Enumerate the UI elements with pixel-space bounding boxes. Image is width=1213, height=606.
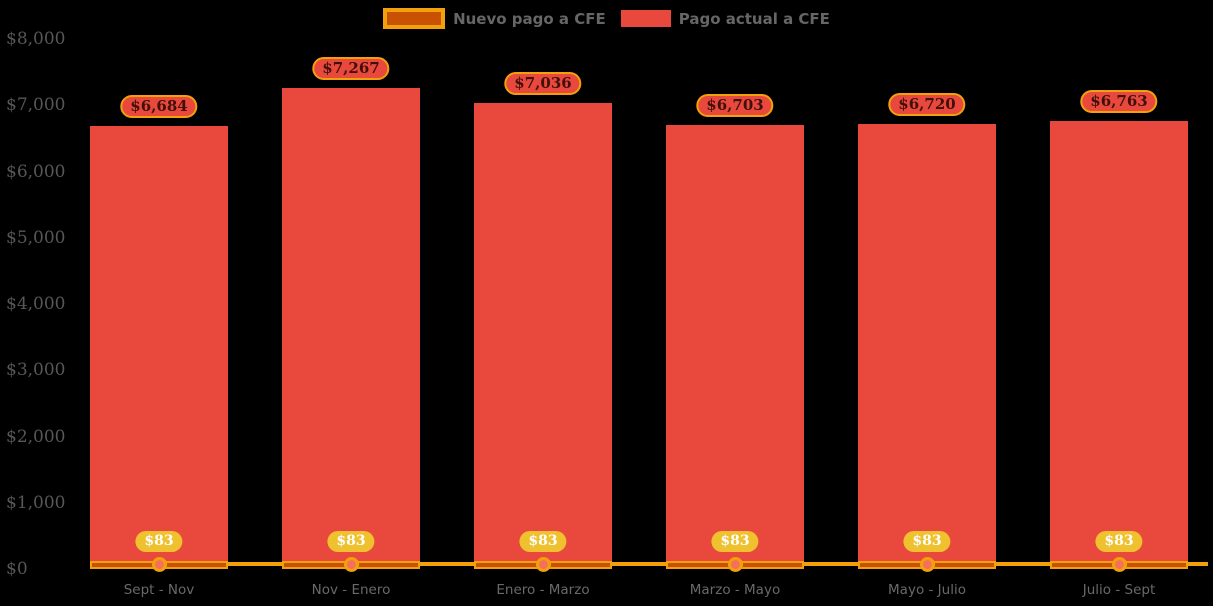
y-axis-tick-label: $3,000 [6, 360, 66, 381]
bar-pago-actual[interactable] [666, 124, 804, 569]
point-marker-nuevo-pago[interactable] [535, 557, 551, 572]
data-label-nuevo-pago: $83 [1095, 531, 1143, 552]
legend-swatch-pago-actual [620, 10, 671, 27]
x-axis-label: Mayo - Julio [888, 582, 966, 598]
legend-label-nuevo-pago: Nuevo pago a CFE [453, 9, 606, 28]
bar-pago-actual[interactable] [282, 87, 420, 569]
chart-legend: Nuevo pago a CFE Pago actual a CFE [0, 8, 1213, 29]
legend-item-nuevo-pago[interactable]: Nuevo pago a CFE [383, 8, 606, 29]
data-label-pago-actual: $7,267 [312, 56, 390, 80]
bar-pago-actual[interactable] [474, 102, 612, 569]
legend-swatch-nuevo-pago [383, 8, 446, 29]
y-axis-tick-label: $5,000 [6, 227, 66, 248]
point-marker-nuevo-pago[interactable] [919, 557, 935, 572]
bar-pago-actual[interactable] [1050, 120, 1188, 569]
y-axis-tick-label: $0 [6, 559, 28, 579]
data-label-nuevo-pago: $83 [135, 531, 183, 552]
x-axis-label: Sept - Nov [123, 582, 195, 598]
x-axis-label: Julio - Sept [1082, 582, 1156, 598]
y-axis-tick-label: $4,000 [6, 294, 66, 314]
point-marker-nuevo-pago[interactable] [727, 557, 743, 572]
data-label-nuevo-pago: $83 [327, 531, 375, 552]
x-axis-label: Nov - Enero [311, 582, 391, 598]
y-axis-tick-label: $1,000 [6, 492, 66, 513]
data-label-pago-actual: $6,720 [888, 92, 966, 116]
data-label-pago-actual: $6,684 [120, 95, 198, 119]
x-axis-label: Marzo - Mayo [689, 582, 781, 598]
data-label-nuevo-pago: $83 [519, 531, 567, 552]
y-axis-tick-label: $2,000 [6, 426, 66, 447]
point-marker-nuevo-pago[interactable] [1111, 557, 1127, 572]
y-axis-tick-label: $7,000 [6, 95, 66, 116]
data-label-pago-actual: $6,703 [696, 93, 774, 117]
legend-label-pago-actual: Pago actual a CFE [678, 9, 830, 28]
y-axis-tick-label: $8,000 [6, 29, 66, 49]
legend-item-pago-actual[interactable]: Pago actual a CFE [620, 9, 830, 28]
line-nuevo-pago [90, 562, 1208, 566]
bar-pago-actual[interactable] [858, 123, 996, 569]
data-label-nuevo-pago: $83 [903, 531, 951, 552]
y-axis-tick-label: $6,000 [6, 161, 66, 182]
bar-pago-actual[interactable] [90, 126, 228, 569]
data-label-nuevo-pago: $83 [711, 531, 759, 552]
data-label-pago-actual: $6,763 [1080, 89, 1158, 113]
point-marker-nuevo-pago[interactable] [151, 557, 167, 572]
x-axis-label: Enero - Marzo [496, 582, 590, 598]
point-marker-nuevo-pago[interactable] [343, 557, 359, 572]
data-label-pago-actual: $7,036 [504, 71, 582, 95]
